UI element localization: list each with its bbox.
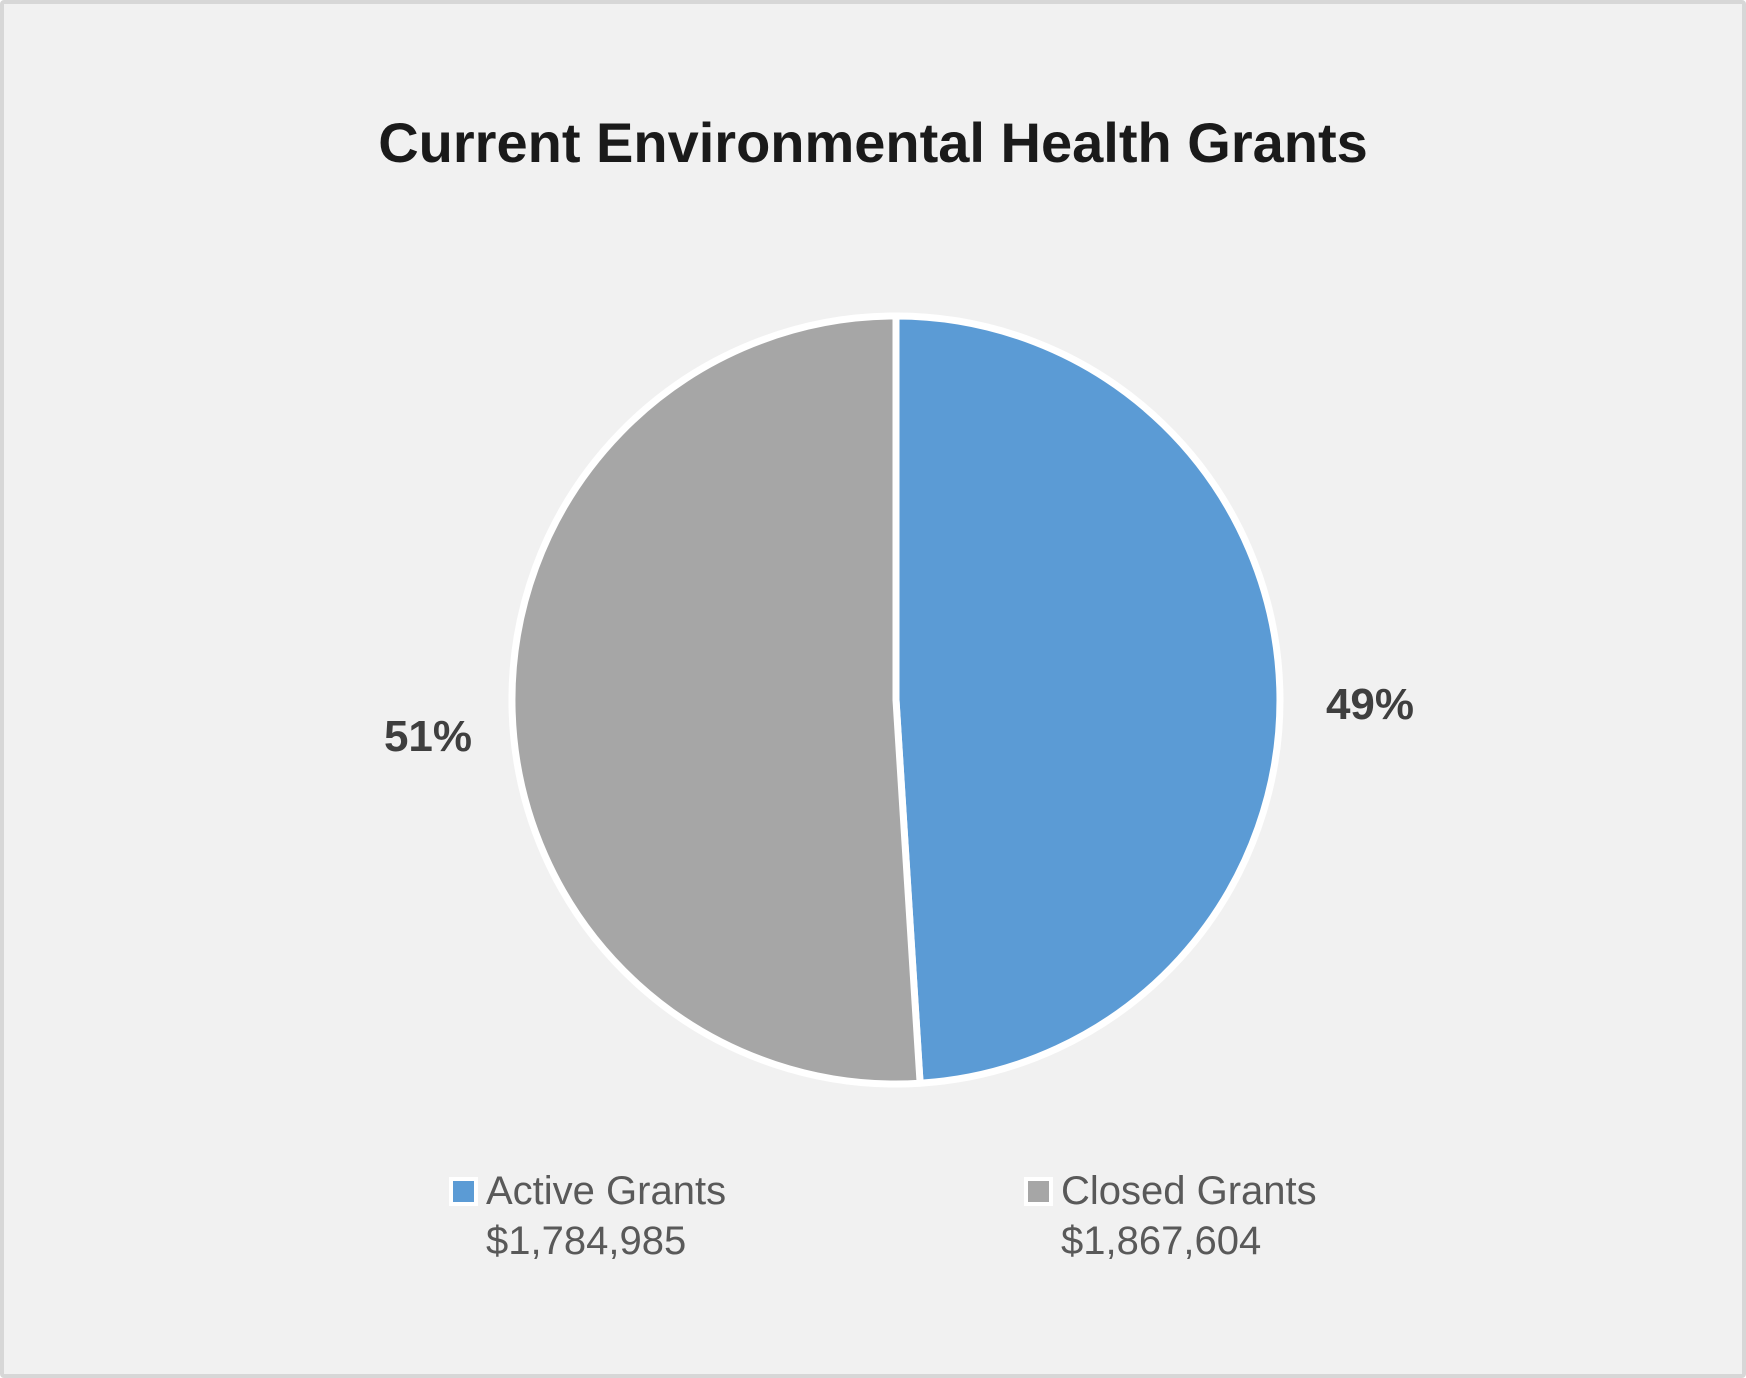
- legend-value-active-grants: $1,784,985: [486, 1219, 687, 1263]
- chart-title: Current Environmental Health Grants: [378, 111, 1368, 174]
- pie-chart: [508, 312, 1284, 1088]
- percent-label-closed-grants: 51%: [383, 712, 473, 761]
- closed-grants-swatch-icon: [1024, 1176, 1053, 1206]
- legend-entry-active-grants: Active Grants $1,784,985: [449, 1166, 726, 1266]
- legend-label-closed-grants: Closed Grants: [1061, 1169, 1317, 1213]
- legend-entry-closed-grants: Closed Grants $1,867,604: [1024, 1166, 1317, 1266]
- pie-slice-closed-grants: [508, 312, 924, 1088]
- active-grants-swatch-icon: [449, 1176, 478, 1206]
- legend-label-active-grants: Active Grants: [486, 1169, 727, 1213]
- legend-value-closed-grants: $1,867,604: [1061, 1219, 1262, 1263]
- percent-label-active-grants: 49%: [1325, 680, 1415, 729]
- pie-slice-active-grants: [892, 312, 1284, 1087]
